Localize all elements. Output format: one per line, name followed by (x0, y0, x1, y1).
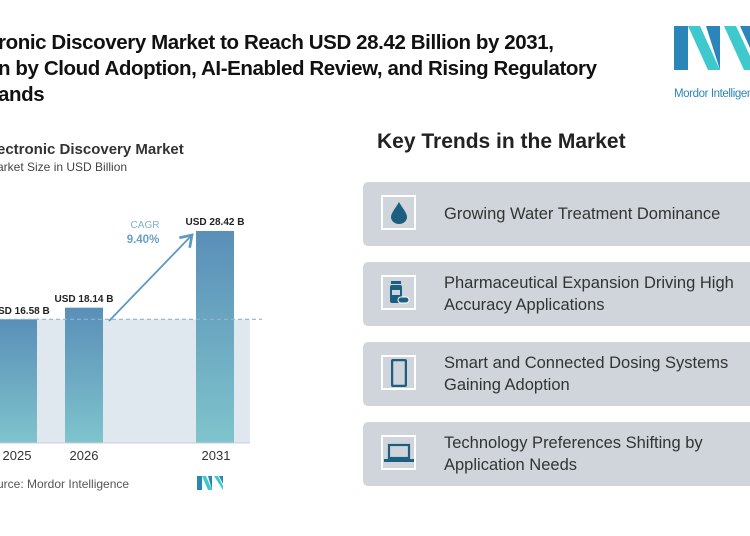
cagr-label: CAGR (131, 220, 160, 231)
headline-line-2: n by Cloud Adoption, AI-Enabled Review, … (0, 57, 597, 80)
data-label-2026: USD 18.14 B (55, 294, 114, 305)
smartphone-icon (381, 355, 416, 390)
trend-card-2: Pharmaceutical Expansion Driving High Ac… (363, 262, 750, 326)
bar-2026 (65, 307, 103, 443)
mini-logo-icon (197, 476, 223, 490)
chart-subtitle: arket Size in USD Billion (0, 160, 128, 174)
headline-line-3: ands (0, 83, 45, 106)
data-label-2025: SD 16.58 B (0, 306, 50, 317)
x-tick-2031: 2031 (202, 448, 231, 463)
data-label-2031: USD 28.42 B (186, 217, 245, 228)
cagr-arrow (108, 233, 194, 322)
laptop-icon (381, 435, 416, 470)
trend-card-1: Growing Water Treatment Dominance (363, 182, 750, 246)
x-tick-2025: 2025 (3, 448, 32, 463)
trends-title: Key Trends in the Market (377, 130, 626, 153)
trend-text-4: Technology Preferences Shifting by Appli… (444, 434, 703, 474)
headline: ronic Discovery Market to Reach USD 28.4… (0, 30, 658, 108)
headline-line-1: ronic Discovery Market to Reach USD 28.4… (0, 31, 554, 54)
bar-chart: CAGR 9.40% 2025 2026 2031 SD 16.58 B USD… (0, 217, 262, 463)
x-tick-2026: 2026 (70, 448, 99, 463)
trend-text-1: Growing Water Treatment Dominance (444, 205, 721, 223)
bar-2025 (0, 319, 37, 443)
medicine-bottle-icon (381, 275, 416, 310)
bar-2031 (196, 231, 234, 443)
trend-text-3: Smart and Connected Dosing Systems Gaini… (444, 354, 729, 394)
chart-source: urce: Mordor Intelligence (0, 477, 130, 491)
logo-text: Mordor Intelligence (674, 88, 750, 100)
trend-card-3: Smart and Connected Dosing Systems Gaini… (363, 342, 750, 406)
chart-title: ectronic Discovery Market (0, 141, 184, 158)
water-drop-icon (381, 195, 416, 230)
cagr-value: 9.40% (127, 234, 160, 246)
mordor-logo-icon (674, 26, 750, 70)
trend-card-4: Technology Preferences Shifting by Appli… (363, 422, 750, 486)
trend-text-2: Pharmaceutical Expansion Driving High Ac… (444, 274, 734, 314)
